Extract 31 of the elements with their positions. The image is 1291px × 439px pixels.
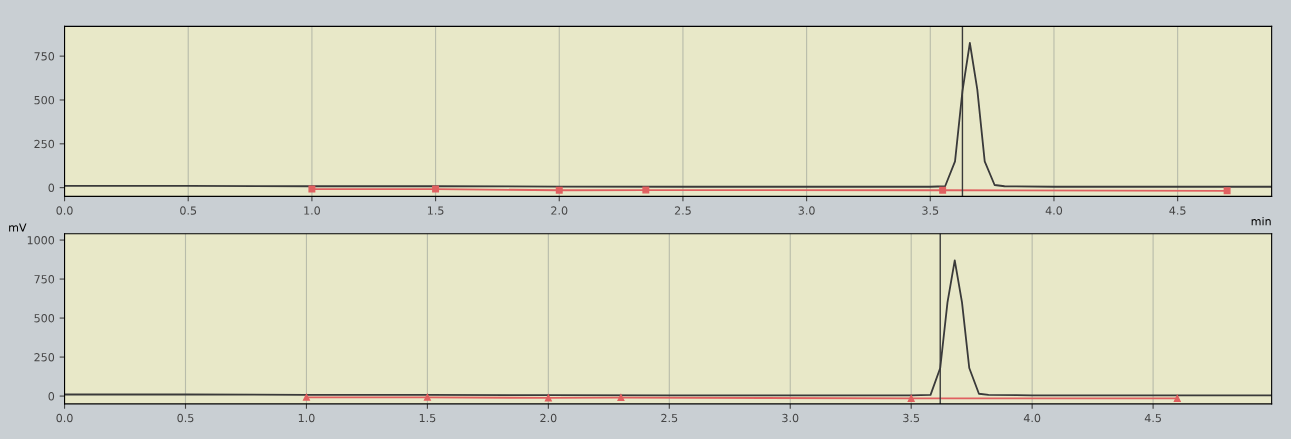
y-tick-label: 500	[34, 314, 55, 323]
x-tick-label: 4.0	[1045, 206, 1063, 215]
y-tick-label: 500	[34, 95, 55, 105]
x-tick-label: 3.5	[922, 206, 939, 215]
y-tick-label: 250	[34, 353, 55, 362]
x-tick-label: 0.0	[56, 413, 73, 423]
y-axis-title: mV	[9, 223, 27, 232]
x-tick-label: 1.0	[304, 206, 320, 215]
x-axis-title: min	[1251, 216, 1271, 226]
y-tick-label: 750	[34, 275, 55, 284]
x-tick-label: 2.5	[661, 413, 678, 423]
y-tick-label: 250	[34, 139, 55, 149]
y-tick-label: 0	[48, 392, 55, 401]
x-tick-label: 0.5	[180, 206, 197, 215]
x-tick-label: 3.0	[798, 206, 815, 215]
x-tick-label: 1.5	[419, 413, 436, 423]
x-tick-label: 2.0	[540, 413, 557, 423]
x-tick-label: 3.5	[903, 413, 920, 423]
x-tick-label: 0.0	[56, 206, 73, 215]
x-tick-label: 1.5	[427, 206, 444, 215]
x-tick-label: 0.5	[177, 413, 194, 423]
x-tick-label: 2.5	[674, 206, 691, 215]
x-tick-label: 2.0	[551, 206, 568, 215]
y-tick-label: 0	[48, 183, 55, 193]
x-tick-label: 4.5	[1144, 413, 1161, 423]
x-tick-label: 4.5	[1169, 206, 1186, 215]
x-tick-label: 1.0	[298, 413, 315, 423]
y-tick-label: 1000	[27, 236, 55, 245]
x-tick-label: 3.0	[782, 413, 799, 423]
y-tick-label: 750	[34, 52, 55, 61]
x-tick-label: 4.0	[1023, 413, 1041, 423]
